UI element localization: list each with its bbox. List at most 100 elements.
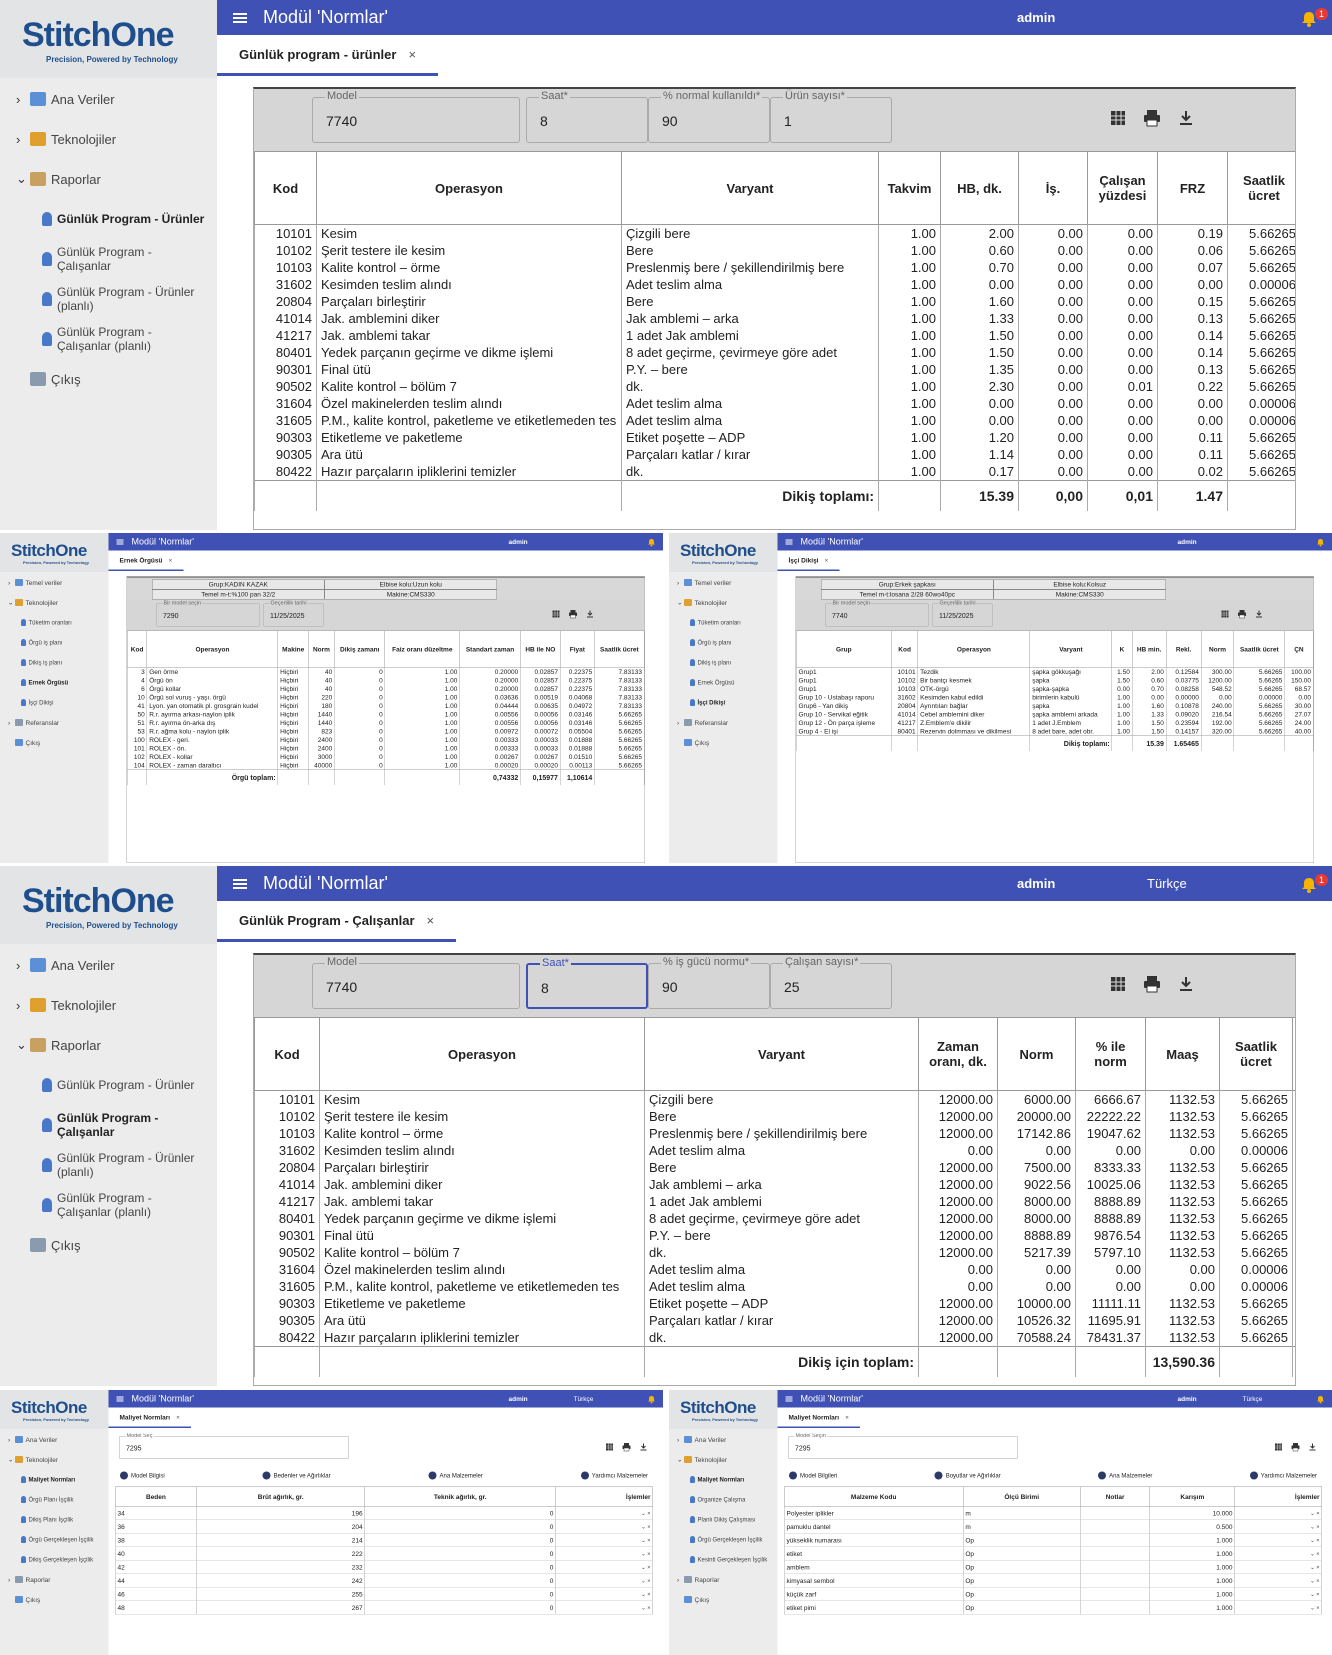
table-button[interactable] (1274, 1443, 1283, 1452)
tab-close[interactable]: × (845, 1413, 849, 1421)
tab[interactable]: Ernek Örgüsü × (108, 551, 184, 571)
notifications[interactable] (647, 1395, 656, 1404)
menu-button[interactable] (231, 875, 249, 893)
tab[interactable]: Günlük program - ürünler × (217, 35, 439, 76)
menu-item[interactable]: › Ana Veriler (0, 78, 217, 118)
menu-item[interactable]: Ernek Örgüsü (0, 672, 109, 692)
table-button[interactable] (1109, 109, 1127, 127)
menu-item[interactable]: ⌄ Raporlar (0, 158, 217, 198)
step[interactable]: Model Bilgisi (120, 1471, 165, 1480)
language[interactable]: Türkçe (1147, 876, 1187, 891)
notifications[interactable] (1316, 1395, 1325, 1404)
table-button[interactable] (1221, 610, 1230, 619)
table-button[interactable] (552, 610, 561, 619)
download-button[interactable] (1177, 975, 1195, 993)
menu-item[interactable]: Ernek Örgüsü (669, 672, 778, 692)
table-button[interactable] (605, 1443, 614, 1452)
menu-item[interactable]: İşçi Dikişi (0, 692, 109, 712)
menu-item[interactable]: Dikiş Gerçekleşen İşçilik (0, 1549, 109, 1569)
menu-item[interactable]: › Referanslar (669, 712, 778, 732)
download-button[interactable] (586, 610, 595, 619)
print-button[interactable] (1238, 610, 1247, 619)
menu-item[interactable]: Çıkış (669, 732, 778, 752)
menu-item[interactable]: ⌄ Teknolojiler (0, 592, 109, 612)
menu-item[interactable]: Dikiş iş planı (0, 652, 109, 672)
menu-button[interactable] (231, 9, 249, 27)
menu-item[interactable]: Çıkış (0, 1589, 109, 1609)
menu-button[interactable] (116, 537, 125, 546)
user-name[interactable]: admin (1017, 876, 1056, 891)
download-button[interactable] (1308, 1443, 1317, 1452)
print-button[interactable] (569, 610, 578, 619)
menu-item[interactable]: Çıkış (0, 732, 109, 752)
tab[interactable]: Günlük Program - Çalışanlar × (217, 901, 457, 942)
input-field[interactable]: % normal kullanıldı* 90 (648, 90, 770, 143)
input-field[interactable]: Model Seç 7295 (119, 1433, 349, 1459)
menu-item[interactable]: Planlı Dikiş Çalışması (669, 1509, 778, 1529)
menu-item[interactable]: Organize Çalışma (669, 1489, 778, 1509)
print-button[interactable] (1143, 109, 1161, 127)
notifications[interactable] (647, 538, 656, 547)
menu-item[interactable]: › Raporlar (669, 1569, 778, 1589)
step[interactable]: Bedenler ve Ağırlıklar (262, 1471, 331, 1480)
step[interactable]: Ana Malzemeler (428, 1471, 483, 1480)
tab-close[interactable]: × (408, 46, 417, 62)
input-field[interactable]: Saat* 8 (526, 957, 648, 1009)
language[interactable]: Türkçe (573, 1395, 594, 1403)
menu-item[interactable]: ⌄ Raporlar (0, 1024, 217, 1064)
menu-item[interactable]: Günlük Program - Ürünler (0, 1064, 217, 1104)
step[interactable]: Boyutlar ve Ağırlıklar (934, 1471, 1001, 1480)
menu-item[interactable]: Örgü Gerçekleşen İşçilik (0, 1529, 109, 1549)
menu-item[interactable]: Günlük Program - Çalışanlar (0, 1104, 217, 1144)
menu-item[interactable]: Kesinti Gerçekleşen İşçilik (669, 1549, 778, 1569)
tab-close[interactable]: × (824, 556, 829, 564)
download-button[interactable] (639, 1443, 648, 1452)
input-field[interactable]: Geçerlilik tarihi 11/25/2025 (932, 600, 993, 627)
step[interactable]: Model Bilgileri (789, 1471, 837, 1480)
menu-item[interactable]: ⌄ Teknolojiler (0, 1449, 109, 1469)
menu-button[interactable] (785, 1394, 794, 1403)
menu-item[interactable]: Çıkış (0, 358, 217, 398)
menu-button[interactable] (116, 1394, 125, 1403)
menu-item[interactable]: Günlük Program - Çalışanlar (planlı) (0, 1184, 217, 1224)
menu-item[interactable]: Tüketim oranları (669, 612, 778, 632)
notifications[interactable] (1316, 538, 1325, 547)
menu-item[interactable]: › Teknolojiler (0, 118, 217, 158)
user-name[interactable]: admin (508, 538, 528, 546)
menu-item[interactable]: Örgü iş planı (669, 632, 778, 652)
user-name[interactable]: admin (1177, 1395, 1197, 1403)
menu-item[interactable]: Dikiş Planı İşçilik (0, 1509, 109, 1529)
input-field[interactable]: Bir model seçin 7740 (825, 600, 929, 627)
tab-close[interactable]: × (168, 556, 173, 564)
tab-close[interactable]: × (176, 1413, 180, 1421)
input-field[interactable]: Geçerlilik tarihi 11/25/2025 (263, 600, 324, 627)
download-button[interactable] (1177, 109, 1195, 127)
menu-item[interactable]: ⌄ Teknolojiler (669, 592, 778, 612)
menu-item[interactable]: › Ana Veriler (669, 1429, 778, 1449)
input-field[interactable]: Çalışan sayısı* 25 (770, 956, 892, 1009)
notifications[interactable] (1300, 10, 1318, 28)
input-field[interactable]: Model Seçin 7295 (788, 1433, 1018, 1459)
menu-item[interactable]: Günlük Program - Çalışanlar (0, 238, 217, 278)
input-field[interactable]: % iş gücü normu* 90 (648, 956, 770, 1009)
step[interactable]: Ana Malzemeler (1098, 1471, 1152, 1480)
menu-item[interactable]: › Raporlar (0, 1569, 109, 1589)
tab[interactable]: İşçi Dikişi × (777, 551, 840, 571)
menu-button[interactable] (785, 537, 794, 546)
input-field[interactable]: Bir model seçin 7290 (156, 600, 260, 627)
input-field[interactable]: Saat* 8 (526, 90, 648, 143)
menu-item[interactable]: Günlük Program - Ürünler (planlı) (0, 1144, 217, 1184)
menu-item[interactable]: Örgü Gerçekleşen İşçilik (669, 1529, 778, 1549)
menu-item[interactable]: › Referanslar (0, 712, 109, 732)
menu-item[interactable]: ⌄ Teknolojiler (669, 1449, 778, 1469)
menu-item[interactable]: Tüketim oranları (0, 612, 109, 632)
print-button[interactable] (1291, 1443, 1300, 1452)
tab-close[interactable]: × (426, 912, 435, 928)
menu-item[interactable]: Günlük Program - Çalışanlar (planlı) (0, 318, 217, 358)
language[interactable]: Türkçe (1242, 1395, 1263, 1403)
input-field[interactable]: Ürün sayısı* 1 (770, 90, 892, 143)
step[interactable]: Yardımcı Malzemeler (1249, 1471, 1317, 1480)
menu-item[interactable]: › Temel veriler (669, 572, 778, 592)
notifications[interactable] (1300, 876, 1318, 894)
menu-item[interactable]: Günlük Program - Ürünler (planlı) (0, 278, 217, 318)
